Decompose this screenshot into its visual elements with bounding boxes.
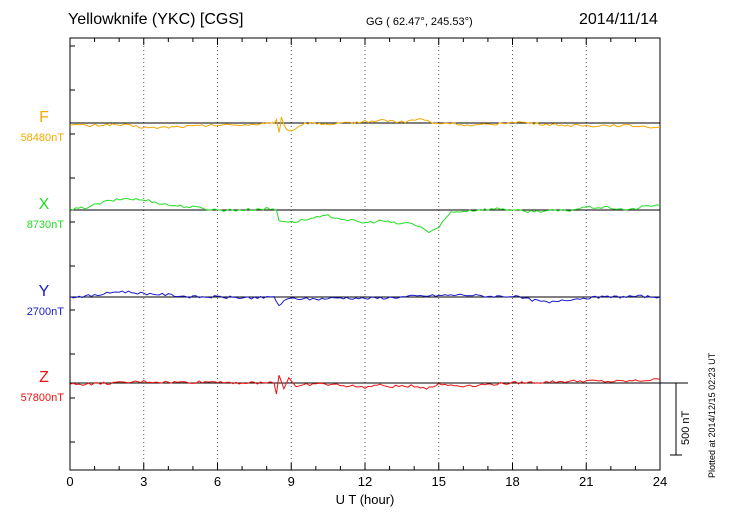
plotted-timestamp: Plotted at 2014/12/15 02:23 UT xyxy=(707,352,717,478)
component-label-x: X xyxy=(39,196,50,213)
series-line-f xyxy=(69,116,661,133)
baseline-value-z: 57800nT xyxy=(21,392,65,404)
x-axis-label: U T (hour) xyxy=(336,492,395,507)
x-tick-label-18: 18 xyxy=(505,474,519,489)
x-tick-label-12: 12 xyxy=(358,474,372,489)
component-label-z: Z xyxy=(39,369,49,386)
baseline-value-f: 58480nT xyxy=(21,132,65,144)
geographic-coordinates: GG ( 62.47°, 245.53°) xyxy=(366,16,473,28)
series-line-x xyxy=(69,197,661,234)
x-tick-label-9: 9 xyxy=(288,474,295,489)
series-line-y xyxy=(69,290,661,307)
scale-bar-label: 500 nT xyxy=(680,410,692,445)
chart-title: Yellowknife (YKC) [CGS] xyxy=(68,11,244,28)
baseline-value-x: 8730nT xyxy=(27,219,65,231)
x-tick-label-3: 3 xyxy=(140,474,147,489)
x-tick-label-0: 0 xyxy=(66,474,73,489)
series-line-z xyxy=(69,375,661,395)
component-label-f: F xyxy=(39,109,49,126)
x-tick-label-21: 21 xyxy=(579,474,593,489)
baseline-value-y: 2700nT xyxy=(27,306,65,318)
component-label-y: Y xyxy=(39,283,50,300)
x-tick-label-24: 24 xyxy=(653,474,667,489)
chart-date: 2014/11/14 xyxy=(579,11,658,28)
x-tick-label-15: 15 xyxy=(432,474,446,489)
x-tick-label-6: 6 xyxy=(214,474,221,489)
